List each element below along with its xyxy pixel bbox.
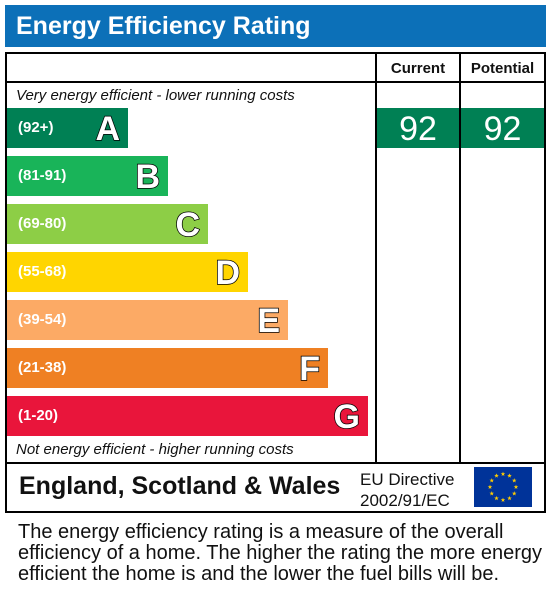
rating-description: The energy efficiency rating is a measur… — [18, 521, 543, 585]
band-a: (92+) A — [7, 108, 128, 149]
band-e: (39-54) E — [7, 300, 288, 341]
band-f: (21-38) F — [7, 348, 328, 389]
band-letter: D — [215, 253, 241, 293]
band-letter: B — [135, 157, 161, 197]
band-range-label: (55-68) — [18, 263, 67, 280]
current-score: 92 — [377, 108, 459, 148]
footer-divider — [5, 462, 546, 464]
eu-directive: EU Directive 2002/91/EC — [360, 469, 454, 511]
eu-star-icon — [487, 484, 493, 489]
region-label: England, Scotland & Wales — [19, 472, 341, 500]
eu-directive-line2: 2002/91/EC — [360, 491, 450, 510]
eu-star-icon — [494, 495, 499, 501]
eu-star-icon — [489, 491, 495, 496]
band-letter: G — [333, 397, 361, 437]
band-range-label: (1-20) — [18, 407, 59, 424]
band-c: (69-80) C — [7, 204, 208, 245]
not-efficient-note: Not energy efficient - higher running co… — [16, 441, 294, 458]
band-range-label: (21-38) — [18, 359, 67, 376]
eu-star-icon — [507, 473, 512, 478]
eu-star-icon — [500, 497, 506, 502]
band-range-label: (69-80) — [18, 215, 67, 232]
band-b: (81-91) B — [7, 156, 168, 197]
chart-title: Energy Efficiency Rating — [5, 5, 546, 47]
band-range-label: (39-54) — [18, 311, 67, 328]
current-column-header: Current — [390, 60, 446, 77]
band-letter: A — [95, 109, 121, 149]
current-column-divider — [375, 52, 377, 463]
eu-flag-icon — [474, 467, 532, 507]
eu-star-icon — [489, 478, 495, 483]
band-letter: F — [298, 349, 320, 389]
very-efficient-note: Very energy efficient - lower running co… — [16, 87, 295, 104]
eu-star-icon — [494, 473, 499, 478]
eu-star-icon — [513, 484, 519, 489]
potential-column-header: Potential — [470, 60, 535, 77]
potential-score: 92 — [461, 108, 544, 148]
band-range-label: (92+) — [18, 119, 54, 136]
eu-directive-line1: EU Directive — [360, 470, 455, 489]
eu-star-icon — [500, 471, 506, 476]
eu-star-icon — [511, 491, 517, 496]
rating-table-frame — [5, 52, 546, 513]
potential-column-divider — [459, 52, 461, 463]
band-letter: C — [175, 205, 201, 245]
eu-star-icon — [507, 495, 512, 501]
header-divider — [5, 81, 546, 83]
band-letter: E — [257, 301, 281, 341]
band-g: (1-20) G — [7, 396, 368, 437]
band-range-label: (81-91) — [18, 167, 67, 184]
band-d: (55-68) D — [7, 252, 248, 293]
eu-star-icon — [511, 478, 517, 483]
